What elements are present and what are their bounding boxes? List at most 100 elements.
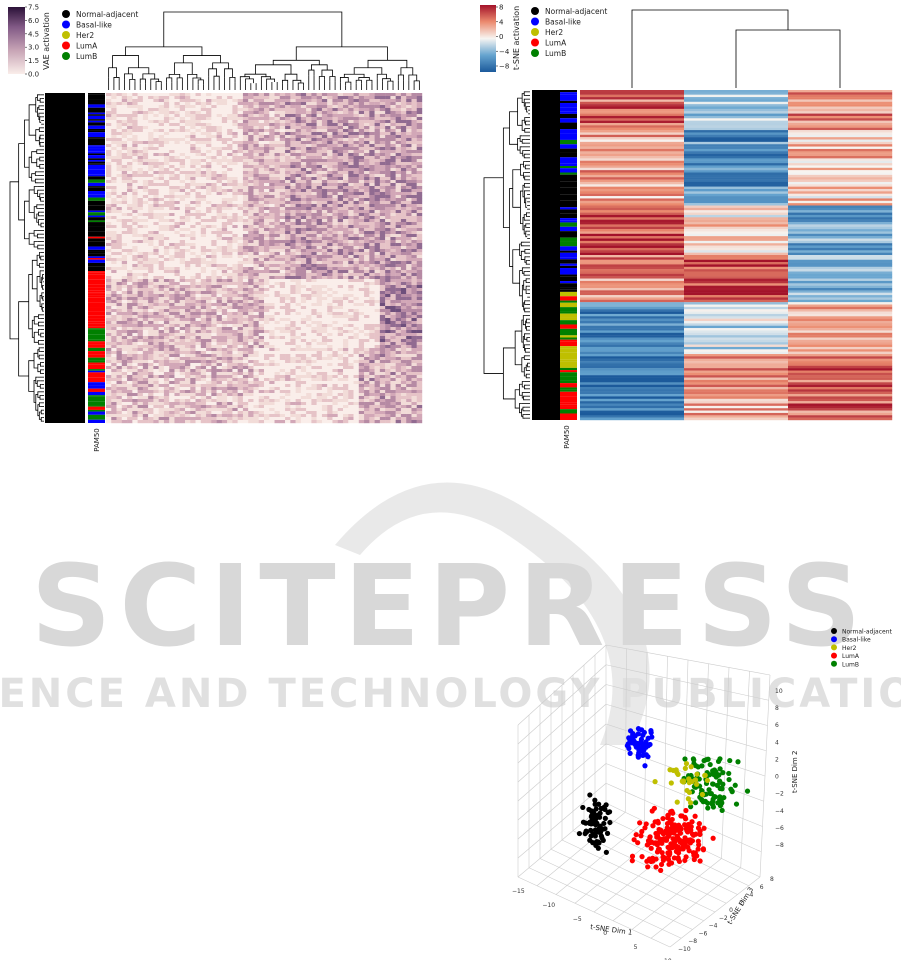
heat-cell [311, 204, 316, 207]
heat-cell [375, 267, 380, 270]
dendrogram-branch [37, 95, 40, 101]
heat-cell [385, 267, 390, 270]
heat-cell [243, 189, 248, 192]
heat-cell [117, 183, 122, 186]
heat-cell [164, 312, 169, 315]
heat-cell [275, 132, 280, 135]
heat-cell [275, 195, 280, 198]
heat-cell [174, 195, 179, 198]
heat-cell [359, 294, 364, 297]
heat-cell [269, 159, 274, 162]
heat-cell [122, 147, 127, 150]
heat-cell [169, 243, 174, 246]
heat-cell [327, 207, 332, 210]
heat-cell [332, 108, 337, 111]
heat-cell [343, 225, 348, 228]
heat-cell [190, 159, 195, 162]
heat-cell [322, 126, 327, 129]
heat-cell [174, 108, 179, 111]
heat-cell [317, 318, 322, 321]
heat-cell [348, 177, 353, 180]
heat-cell [396, 246, 401, 249]
heat-cell [380, 96, 385, 99]
heat-cell [306, 126, 311, 129]
heat-cell [196, 93, 201, 96]
heat-cell [354, 297, 359, 300]
heat-cell [280, 213, 285, 216]
heat-cell [185, 201, 190, 204]
heat-cell [117, 159, 122, 162]
heat-cell [174, 186, 179, 189]
heat-cell [338, 246, 343, 249]
heat-cell [111, 162, 116, 165]
heat-cell [211, 165, 216, 168]
heat-cell [285, 132, 290, 135]
heat-cell [159, 291, 164, 294]
heat-cell [396, 285, 401, 288]
heat-cell [206, 261, 211, 264]
heat-cell [354, 174, 359, 177]
heat-cell [359, 261, 364, 264]
dendrogram-branch [309, 70, 314, 76]
heat-cell [348, 141, 353, 144]
heat-cell [117, 123, 122, 126]
heat-cell [311, 261, 316, 264]
heat-cell [322, 294, 327, 297]
heat-cell [232, 159, 237, 162]
heat-cell [196, 312, 201, 315]
heat-cell [317, 273, 322, 276]
heat-cell [364, 129, 369, 132]
heat-cell [411, 111, 416, 114]
heat-cell [380, 93, 385, 96]
heat-cell [285, 183, 290, 186]
heat-cell [348, 180, 353, 183]
heat-cell [364, 252, 369, 255]
heat-cell [238, 168, 243, 171]
heat-cell [290, 246, 295, 249]
heat-cell [138, 156, 143, 159]
heat-cell [385, 210, 390, 213]
heat-cell [338, 96, 343, 99]
heat-cell [227, 219, 232, 222]
heat-cell [306, 258, 311, 261]
heat-cell [348, 252, 353, 255]
heat-cell [322, 303, 327, 306]
heat-cell [269, 255, 274, 258]
heat-cell [396, 174, 401, 177]
heat-cell [338, 267, 343, 270]
heat-cell [417, 210, 422, 213]
heat-cell [206, 102, 211, 105]
heat-cell [375, 99, 380, 102]
heat-cell [311, 300, 316, 303]
heat-cell [138, 261, 143, 264]
heat-cell [143, 183, 148, 186]
heat-cell [259, 288, 264, 291]
heat-cell [369, 168, 374, 171]
heat-cell [217, 303, 222, 306]
heat-cell [206, 210, 211, 213]
heat-cell [375, 177, 380, 180]
heat-cell [348, 288, 353, 291]
heat-cell [269, 198, 274, 201]
heat-cell [380, 294, 385, 297]
heat-cell [153, 180, 158, 183]
heat-cell [248, 162, 253, 165]
heat-cell [153, 303, 158, 306]
heat-cell [327, 195, 332, 198]
heat-cell [174, 93, 179, 96]
heat-cell [232, 207, 237, 210]
heat-cell [390, 297, 395, 300]
heat-cell [417, 171, 422, 174]
heat-cell [359, 243, 364, 246]
heat-cell [190, 135, 195, 138]
heat-cell [338, 276, 343, 279]
heat-cell [132, 255, 137, 258]
heat-cell [401, 258, 406, 261]
heat-cell [248, 234, 253, 237]
heat-cell [332, 117, 337, 120]
heat-cell [338, 213, 343, 216]
heat-cell [375, 234, 380, 237]
heat-cell [359, 153, 364, 156]
heat-cell [117, 237, 122, 240]
heat-cell [127, 114, 132, 117]
